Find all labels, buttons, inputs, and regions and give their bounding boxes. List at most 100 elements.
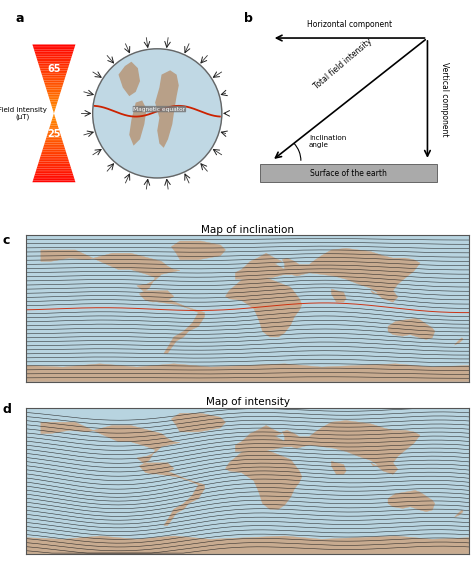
Polygon shape bbox=[43, 77, 65, 79]
Text: 25: 25 bbox=[47, 129, 61, 139]
Polygon shape bbox=[54, 111, 55, 114]
Polygon shape bbox=[33, 46, 75, 48]
Polygon shape bbox=[36, 58, 71, 60]
Title: Map of intensity: Map of intensity bbox=[206, 397, 290, 407]
Polygon shape bbox=[36, 55, 72, 57]
Polygon shape bbox=[149, 471, 205, 525]
Polygon shape bbox=[50, 102, 58, 103]
Polygon shape bbox=[39, 160, 69, 162]
Polygon shape bbox=[236, 253, 291, 279]
Polygon shape bbox=[118, 61, 140, 96]
Polygon shape bbox=[371, 290, 395, 302]
Polygon shape bbox=[43, 79, 64, 80]
Circle shape bbox=[93, 49, 222, 178]
Polygon shape bbox=[41, 72, 67, 74]
Polygon shape bbox=[45, 141, 63, 143]
Polygon shape bbox=[388, 318, 435, 339]
Polygon shape bbox=[51, 103, 57, 104]
Polygon shape bbox=[42, 152, 66, 153]
Polygon shape bbox=[149, 298, 205, 353]
Polygon shape bbox=[46, 87, 62, 89]
Polygon shape bbox=[42, 149, 66, 152]
Polygon shape bbox=[46, 138, 62, 139]
Polygon shape bbox=[46, 86, 63, 87]
Polygon shape bbox=[39, 158, 68, 160]
Polygon shape bbox=[33, 179, 75, 180]
Polygon shape bbox=[38, 61, 70, 64]
Polygon shape bbox=[36, 57, 72, 58]
Polygon shape bbox=[50, 125, 58, 127]
Polygon shape bbox=[35, 173, 73, 176]
Polygon shape bbox=[44, 80, 64, 83]
Polygon shape bbox=[331, 461, 346, 474]
Text: Magnetic equator: Magnetic equator bbox=[133, 107, 185, 111]
Polygon shape bbox=[282, 249, 420, 302]
Bar bbox=[260, 164, 437, 183]
Text: d: d bbox=[2, 403, 11, 416]
Polygon shape bbox=[53, 115, 55, 117]
Polygon shape bbox=[36, 170, 72, 172]
Polygon shape bbox=[44, 83, 64, 84]
Polygon shape bbox=[34, 48, 74, 49]
Polygon shape bbox=[171, 241, 226, 259]
Polygon shape bbox=[52, 117, 55, 119]
Polygon shape bbox=[48, 130, 60, 133]
Polygon shape bbox=[41, 422, 180, 474]
Polygon shape bbox=[35, 172, 73, 173]
Polygon shape bbox=[46, 135, 62, 138]
Polygon shape bbox=[371, 463, 395, 474]
Polygon shape bbox=[331, 289, 346, 302]
Polygon shape bbox=[44, 144, 64, 146]
Polygon shape bbox=[37, 165, 71, 166]
Polygon shape bbox=[54, 114, 55, 115]
Polygon shape bbox=[37, 60, 71, 61]
Polygon shape bbox=[51, 104, 56, 107]
Polygon shape bbox=[51, 121, 56, 122]
Polygon shape bbox=[39, 65, 69, 67]
Polygon shape bbox=[42, 74, 66, 75]
Polygon shape bbox=[155, 70, 179, 148]
Polygon shape bbox=[36, 169, 72, 170]
Polygon shape bbox=[35, 51, 73, 53]
Polygon shape bbox=[51, 122, 57, 124]
Polygon shape bbox=[40, 70, 67, 72]
Text: Surface of the earth: Surface of the earth bbox=[310, 169, 387, 178]
Text: c: c bbox=[2, 234, 10, 247]
Polygon shape bbox=[38, 64, 70, 65]
Polygon shape bbox=[34, 176, 74, 177]
Polygon shape bbox=[44, 143, 64, 144]
Polygon shape bbox=[43, 146, 64, 148]
Title: Map of inclination: Map of inclination bbox=[201, 224, 294, 235]
Polygon shape bbox=[53, 110, 55, 111]
Polygon shape bbox=[46, 89, 62, 91]
Polygon shape bbox=[32, 180, 75, 183]
Polygon shape bbox=[236, 425, 291, 451]
Polygon shape bbox=[226, 278, 302, 337]
Polygon shape bbox=[48, 129, 59, 130]
Polygon shape bbox=[38, 162, 70, 163]
Polygon shape bbox=[455, 338, 463, 345]
Text: Total field intensity: Total field intensity bbox=[312, 36, 374, 91]
Text: a: a bbox=[15, 12, 24, 25]
Polygon shape bbox=[34, 177, 74, 179]
Polygon shape bbox=[32, 45, 75, 46]
Polygon shape bbox=[41, 250, 180, 302]
Text: 65: 65 bbox=[47, 64, 61, 73]
Polygon shape bbox=[45, 84, 63, 86]
Polygon shape bbox=[48, 94, 60, 96]
Polygon shape bbox=[49, 98, 59, 100]
Polygon shape bbox=[455, 510, 463, 517]
Polygon shape bbox=[129, 100, 146, 146]
Polygon shape bbox=[41, 153, 67, 154]
Polygon shape bbox=[40, 154, 67, 157]
Polygon shape bbox=[49, 127, 59, 129]
Polygon shape bbox=[50, 124, 58, 125]
Polygon shape bbox=[47, 91, 61, 93]
Polygon shape bbox=[26, 536, 469, 554]
Text: b: b bbox=[244, 12, 253, 25]
Polygon shape bbox=[26, 364, 469, 382]
Polygon shape bbox=[47, 134, 61, 135]
Polygon shape bbox=[226, 450, 302, 509]
Polygon shape bbox=[52, 119, 56, 121]
Polygon shape bbox=[47, 133, 60, 134]
